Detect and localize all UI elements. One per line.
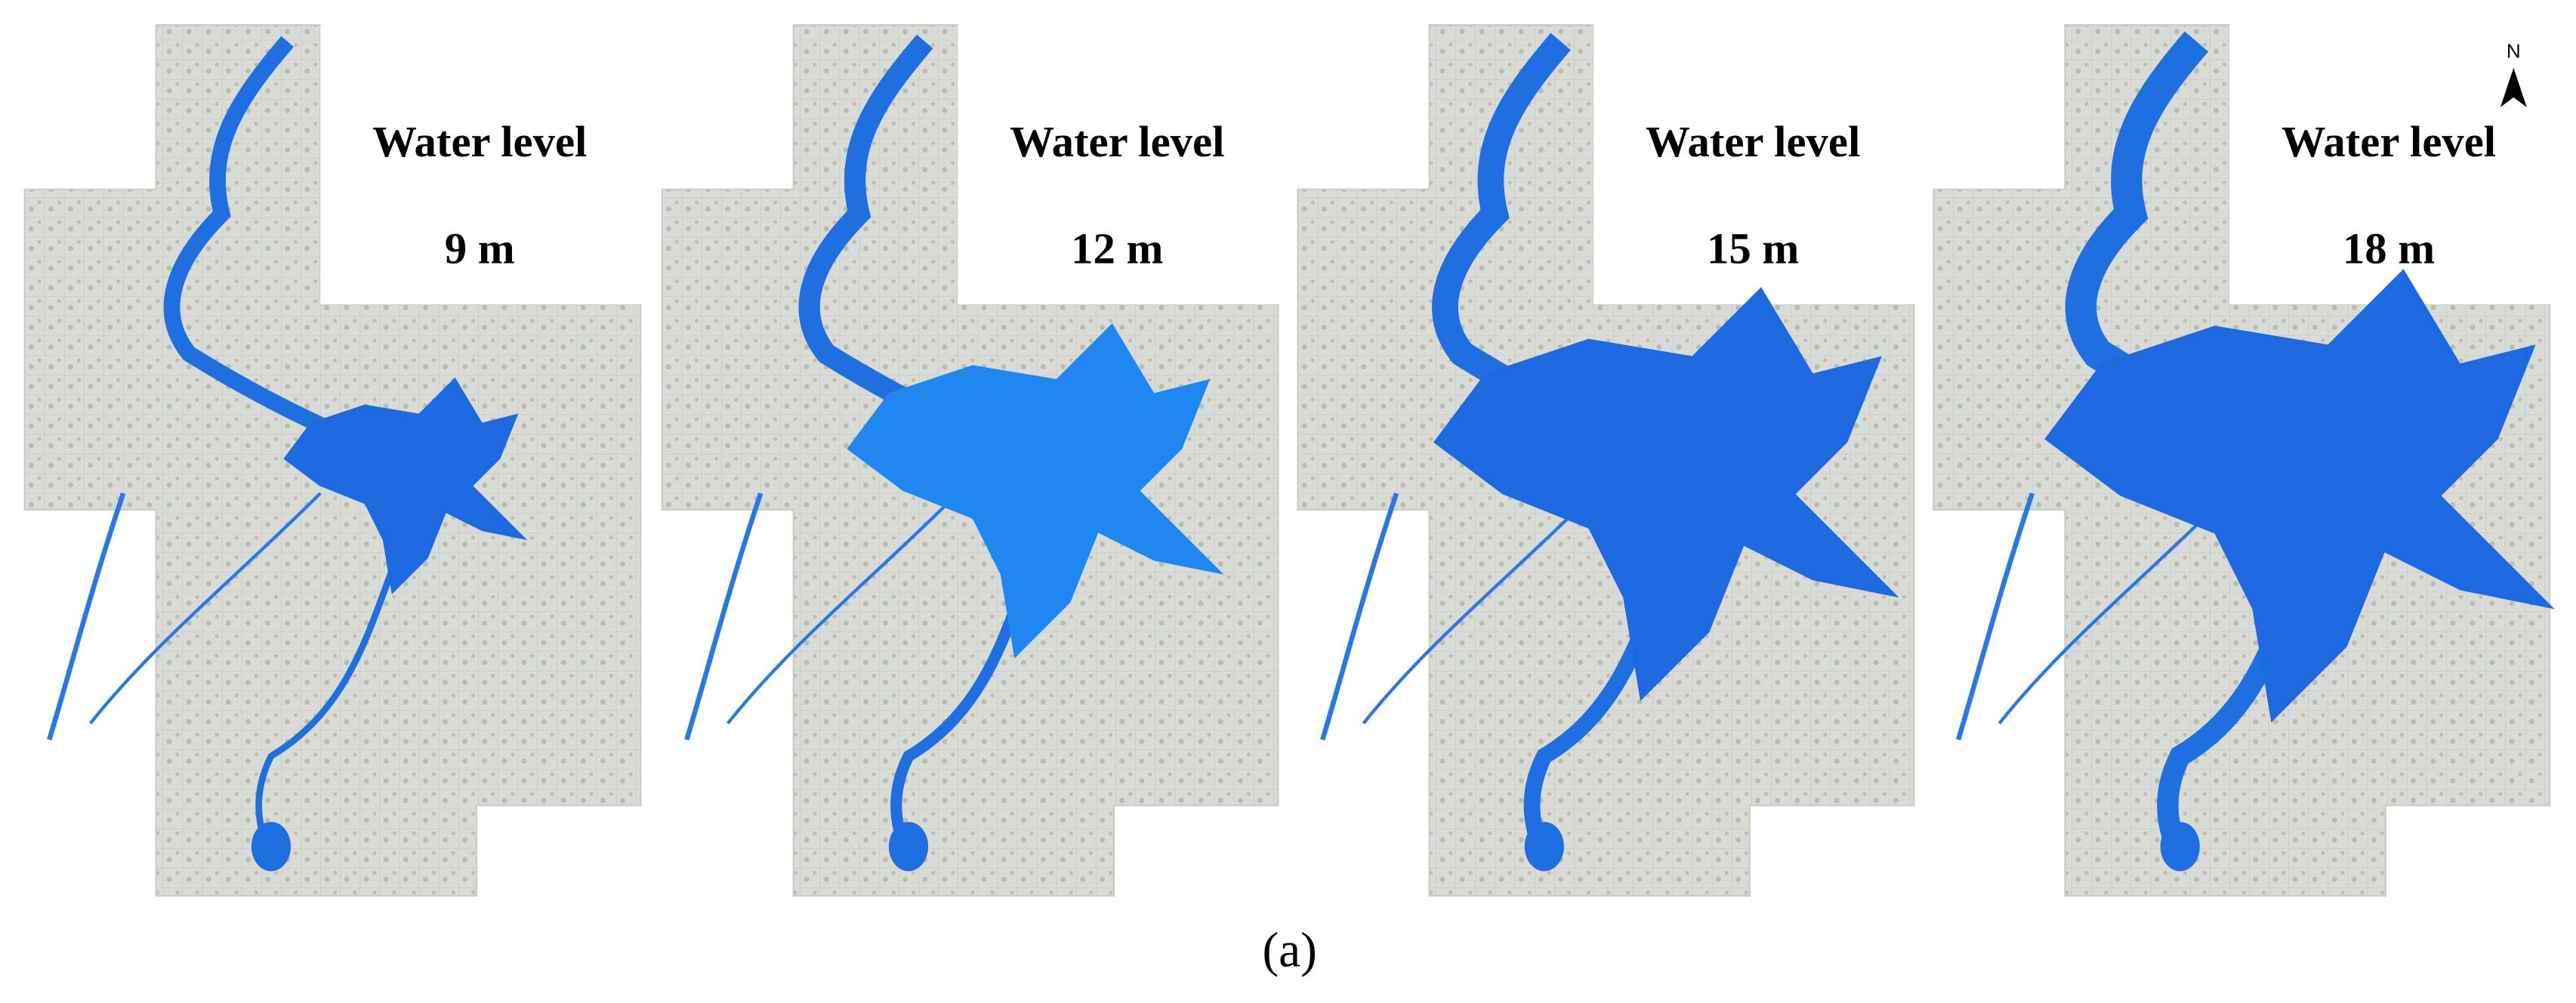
river bbox=[47, 492, 126, 741]
river bbox=[684, 492, 764, 741]
flooded-area bbox=[283, 377, 528, 594]
title-box bbox=[958, 25, 1279, 304]
title-box bbox=[320, 25, 641, 304]
water-level-value: 15 m bbox=[1707, 224, 1799, 273]
title-box bbox=[1593, 25, 1914, 304]
title-box bbox=[2229, 25, 2550, 304]
map-panel: Water level 9 m bbox=[23, 24, 642, 897]
lake-bottom bbox=[2160, 822, 2200, 872]
river bbox=[726, 492, 959, 725]
water-level-title: Water level bbox=[1646, 117, 1860, 166]
river bbox=[255, 541, 406, 856]
lake-bottom bbox=[1524, 822, 1564, 872]
flooded-area bbox=[847, 323, 1224, 659]
caption: (a) bbox=[1262, 924, 1316, 978]
river bbox=[1320, 492, 1399, 741]
map-panel: Water level 15 m bbox=[1297, 24, 1915, 897]
water-level-value: 9 m bbox=[445, 224, 515, 273]
north-arrow: N bbox=[2500, 40, 2527, 107]
flooded-area bbox=[2044, 269, 2555, 723]
river bbox=[163, 35, 406, 468]
river bbox=[1955, 492, 2035, 741]
lake-bottom bbox=[251, 822, 292, 872]
water-level-value: 12 m bbox=[1071, 224, 1163, 273]
map-panel: Water level 12 m bbox=[661, 24, 1279, 897]
north-label: N bbox=[2507, 40, 2521, 63]
map-panel: Water level 18 m bbox=[1933, 24, 2555, 897]
water-level-title: Water level bbox=[2281, 117, 2496, 166]
water-level-value: 18 m bbox=[2343, 224, 2435, 273]
river bbox=[88, 492, 322, 725]
water-level-title: Water level bbox=[1010, 117, 1224, 166]
north-arrow-shape bbox=[2500, 67, 2527, 107]
lake-bottom bbox=[888, 822, 929, 872]
river bbox=[1362, 492, 1595, 725]
flooded-area bbox=[1433, 287, 1899, 702]
water-level-title: Water level bbox=[372, 117, 587, 166]
